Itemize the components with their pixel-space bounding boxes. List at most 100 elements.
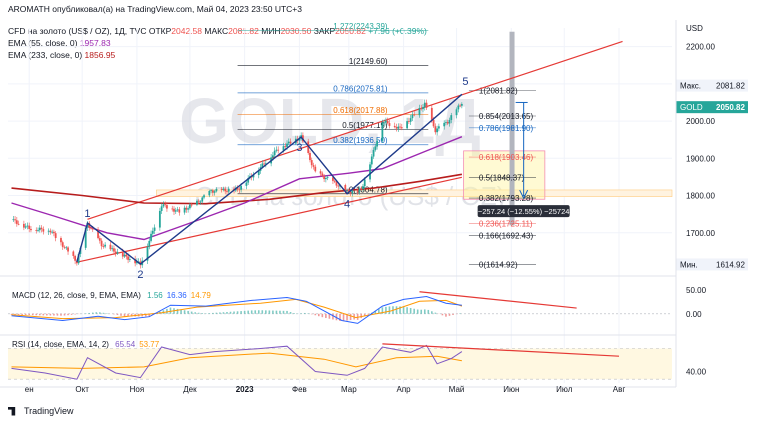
fib-lower-label-0: 1(2081.82) [479,87,518,96]
macd-hist-bar-96 [349,313,352,321]
x-tick-10: Июл [556,385,573,394]
candle-body-171 [434,126,437,133]
macd-hist-bar-24 [95,312,98,314]
candle-body-127 [324,177,327,180]
candle-body-61 [162,204,165,207]
author-line: AROMATH опубликовал(а) на TradingView.co… [8,4,302,14]
price-badge-bg-1 [676,101,748,114]
candle-body-34 [97,229,99,239]
macd-hist-bar-112 [406,307,408,314]
candle-body-21 [63,246,66,248]
macd-hist-bar-86 [314,313,317,316]
macd-hist-bar-76 [279,310,281,314]
x-tick-11: Авг [613,385,626,394]
candle-body-151 [385,120,387,123]
macd-hist-bar-94 [342,313,345,322]
candle-body-77 [201,197,204,202]
candle-body-93 [240,185,243,190]
macd-hist-bar-15 [63,313,66,316]
candle-body-44 [121,251,124,257]
macd-hist-bar-70 [257,310,260,314]
channel-upper-line [87,40,623,220]
macd-value-2: 14.79 [191,291,212,300]
macd-hist-bar-67 [247,310,249,314]
price-badge-bg-0 [676,79,748,92]
candle-body-102 [263,163,265,165]
candle-body-155 [395,127,398,129]
macd-hist-bar-33 [127,313,129,317]
macd-hist-bar-122 [441,313,444,316]
price-badge-label-0: Макс. [680,82,701,91]
ema233-legend: EMA (233, close, 0) 1856.95 [8,50,116,60]
candle-body-47 [127,256,129,260]
rsi-value-1: 53.77 [139,340,160,349]
candle-body-16 [51,231,54,233]
macd-hist-bar-2 [17,313,20,315]
macd-y-tick-0: 50.00 [686,286,707,295]
macd-hist-bar-51 [190,311,193,314]
candle-body-72 [188,204,191,209]
ohlc-high: 2081.82 [228,26,259,36]
macd-hist-bar-79 [289,312,292,314]
candle-body-147 [374,146,377,150]
rsi-legend: RSI (14, close, EMA, 14, 2) 65.54 53.77 [12,340,160,349]
candle-body-99 [257,170,260,176]
candle-body-162 [411,114,414,119]
macd-hist-bar-116 [420,309,423,314]
y-tick-0: 2200.00 [686,43,715,52]
fib-upper-label-0: 1.272(2243.39) [333,22,388,31]
candle-body-136 [347,189,350,192]
candle-body-14 [47,230,50,232]
projection-label: −257.24 (−12.55%) −25724 [477,205,570,218]
candle-body-125 [321,173,324,176]
macd-hist-bar-56 [208,313,211,314]
candle-body-67 [176,209,179,211]
price-badge-label-1: GOLD [680,103,703,112]
x-tick-5: Фев [292,385,307,394]
candle-body-2 [15,220,18,224]
macd-hist-bar-87 [318,313,320,317]
tradingview-logo-icon [8,406,16,416]
candle-body-129 [332,177,334,181]
candle-body-56 [150,233,152,241]
fib-upper-label-4: 0.5(1977.19) [342,121,388,130]
projection-label-text: −257.24 (−12.55%) −25724 [478,207,570,216]
candle-body-7 [28,225,31,229]
candle-body-145 [370,156,373,165]
macd-hist-bar-5 [28,313,30,316]
fib-lower-label-2: 0.786(1981.90) [479,124,534,133]
macd-hist-bar-75 [275,310,278,314]
y-tick-2: 2000.00 [686,117,715,126]
y-tick-4: 1800.00 [686,192,715,201]
candle-body-146 [372,149,375,157]
candle-body-106 [273,150,276,156]
candle-body-41 [113,248,115,252]
candle-body-71 [187,208,190,210]
candle-body-63 [166,205,168,209]
rsi-ma-line [11,352,462,369]
candle-body-135 [346,189,348,191]
candle-body-19 [60,238,62,243]
candle-body-54 [146,246,149,261]
candle-body-0 [12,219,15,221]
ohlc-close: 2050.82 [335,26,366,36]
x-tick-0: ен [25,385,34,394]
candle-body-180 [457,105,460,110]
macd-hist-bar-9 [42,313,45,316]
macd-hist-bar-49 [183,310,186,314]
macd-hist-bar-104 [378,309,380,314]
price-badge-value-1: 2050.82 [716,103,745,112]
candle-body-26 [75,260,78,264]
price-badge-label-2: Мин. [680,260,698,269]
candle-body-32 [90,227,92,229]
candle-body-76 [199,201,202,203]
macd-hist-bar-32 [123,313,126,317]
candle-body-95 [247,178,250,183]
candle-body-11 [38,227,41,231]
candle-body-3 [17,223,20,225]
candle-body-70 [185,207,188,210]
target-band [156,189,673,197]
macd-hist-bar-68 [250,310,253,314]
candle-body-43 [116,251,119,254]
